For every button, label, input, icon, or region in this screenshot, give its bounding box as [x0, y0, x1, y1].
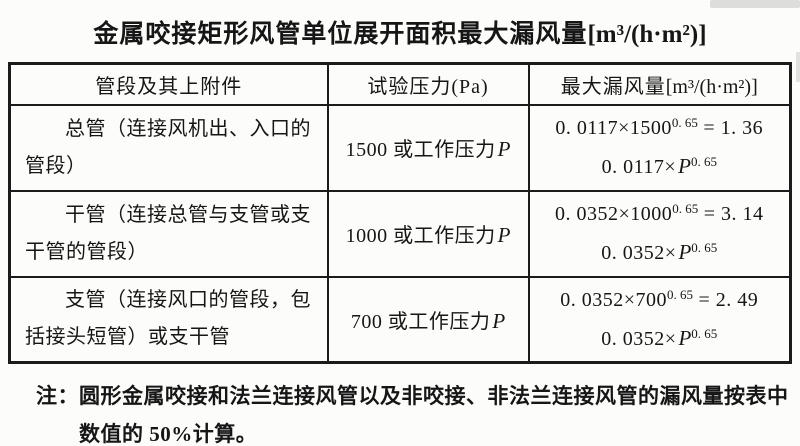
formula-base: 0. 0117×1500: [555, 117, 672, 139]
segment-text: 总管（连接风机出、入口的管段）: [25, 117, 311, 177]
footnote-line-2: 数值的 50%计算。: [79, 422, 258, 446]
formula-base: 0. 0352×: [601, 242, 677, 264]
formula-exponent: 0. 65: [691, 240, 718, 255]
scan-smudge-right: [796, 52, 800, 82]
title-text: 金属咬接矩形风管单位展开面积最大漏风量: [93, 21, 588, 48]
segment-cell: 总管（连接风机出、入口的管段）: [8, 103, 329, 192]
leakage-table: 管段及其上附件 试验压力(Pa) 最大漏风量[m³/(h·m²)] 总管（连接风…: [8, 62, 792, 364]
footnote: 注： 圆形金属咬接和法兰连接风管以及非咬接、非法兰连接风管的漏风量按表中 数值的…: [36, 377, 796, 446]
table-row-main-duct: 总管（连接风机出、入口的管段） 1500 或工作压力P 0. 0117×1500…: [8, 103, 792, 192]
formula-general: 0. 0352×P0. 65: [530, 233, 790, 272]
formula-exponent: 0. 65: [691, 325, 718, 341]
page-title: 金属咬接矩形风管单位展开面积最大漏风量[m³/(h·m²)]: [0, 14, 800, 50]
pressure-text: 1500 或工作压力: [345, 139, 496, 161]
formula-with-value: 0. 0117×15000. 65 = 1. 36: [530, 109, 790, 147]
formula-result: = 1. 36: [697, 117, 764, 139]
pressure-variable: P: [497, 137, 511, 161]
formula-variable: P: [678, 325, 692, 350]
pressure-cell: 700 或工作压力P: [326, 275, 530, 364]
header-leakage-unit: [m³/(h·m²)]: [665, 75, 758, 98]
segment-cell: 干管（连接总管与支管或支干管的管段）: [8, 189, 329, 278]
header-pressure: 试验压力(Pa): [326, 62, 530, 106]
formula-general: 0. 0117×P0. 65: [530, 147, 790, 186]
footnote-body: 圆形金属咬接和法兰连接风管以及非咬接、非法兰连接风管的漏风量按表中 数值的 50…: [79, 377, 796, 446]
table-row-branch-duct: 支管（连接风口的管段，包括接头短管）或支干管 700 或工作压力P 0. 035…: [8, 275, 792, 364]
pressure-variable: P: [497, 223, 511, 247]
formula-exponent: 0. 65: [672, 201, 699, 216]
formula-general: 0. 0352×P0. 65: [530, 319, 790, 358]
footnote-line-1: 圆形金属咬接和法兰连接风管以及非咬接、非法兰连接风管的漏风量按表中: [79, 384, 789, 408]
formula-exponent: 0. 65: [671, 115, 698, 130]
formula-result: = 2. 49: [693, 288, 759, 311]
formula-with-value: 0. 0352×10000. 65 = 3. 14: [530, 195, 790, 233]
header-leakage-text: 最大漏风量: [560, 75, 666, 98]
table-row-trunk-duct: 干管（连接总管与支管或支干管的管段） 1000 或工作压力P 0. 0352×1…: [8, 189, 792, 278]
formula-base: 0. 0352×: [601, 327, 677, 350]
formula-result: = 3. 14: [698, 203, 764, 225]
leakage-cell: 0. 0352×7000. 65 = 2. 49 0. 0352×P0. 65: [527, 275, 792, 364]
scan-smudge-top: [710, 0, 800, 8]
leakage-cell: 0. 0117×15000. 65 = 1. 36 0. 0117×P0. 65: [527, 103, 792, 192]
leakage-cell: 0. 0352×10000. 65 = 3. 14 0. 0352×P0. 65: [527, 189, 792, 278]
formula-base: 0. 0352×1000: [554, 203, 673, 225]
formula-with-value: 0. 0352×7000. 65 = 2. 49: [530, 281, 790, 319]
formula-base: 0. 0352×700: [560, 288, 667, 311]
title-unit: [m³/(h·m²)]: [587, 21, 707, 48]
pressure-text: 1000 或工作压力: [345, 225, 496, 247]
header-segment: 管段及其上附件: [8, 62, 329, 106]
formula-base: 0. 0117×: [601, 156, 677, 178]
table-header-row: 管段及其上附件 试验压力(Pa) 最大漏风量[m³/(h·m²)]: [8, 62, 792, 106]
formula-exponent: 0. 65: [667, 286, 693, 302]
formula-variable: P: [678, 240, 692, 264]
pressure-text: 700 或工作压力: [350, 310, 491, 333]
pressure-cell: 1000 或工作压力P: [326, 189, 530, 278]
pressure-cell: 1500 或工作压力P: [326, 103, 530, 192]
segment-text: 干管（连接总管与支管或支干管的管段）: [25, 203, 311, 263]
segment-text: 支管（连接风口的管段，包括接头短管）或支干管: [25, 289, 311, 349]
footnote-label: 注：: [36, 384, 79, 408]
formula-variable: P: [678, 154, 691, 178]
formula-exponent: 0. 65: [690, 154, 717, 169]
header-leakage: 最大漏风量[m³/(h·m²)]: [527, 62, 792, 106]
segment-cell: 支管（连接风口的管段，包括接头短管）或支干管: [8, 275, 329, 364]
pressure-variable: P: [492, 308, 506, 333]
